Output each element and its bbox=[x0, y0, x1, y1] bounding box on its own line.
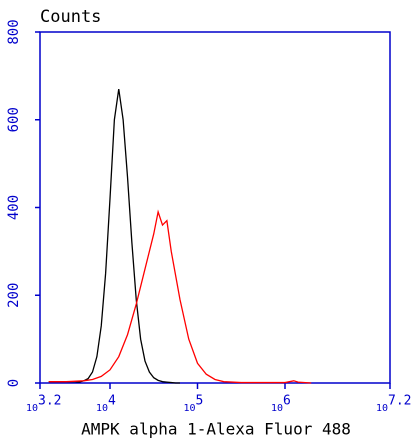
x-tick-label: 10 bbox=[271, 403, 283, 414]
x-tick-label: 10 bbox=[26, 403, 38, 414]
histogram-line bbox=[48, 209, 312, 384]
x-tick-label: 10 bbox=[376, 403, 388, 414]
y-tick-label: 400 bbox=[6, 195, 22, 220]
histogram-line bbox=[48, 88, 180, 384]
plot-frame bbox=[39, 31, 391, 384]
x-tick-label: 10 bbox=[183, 403, 195, 414]
x-tick-exponent: 3.2 bbox=[38, 394, 61, 409]
x-tick-exponent: 5 bbox=[196, 394, 204, 409]
y-tick-label: 0 bbox=[6, 379, 22, 387]
x-tick-exponent: 4 bbox=[108, 394, 116, 409]
y-tick-label: 600 bbox=[6, 107, 22, 132]
x-axis-label: AMPK alpha 1-Alexa Fluor 488 bbox=[81, 420, 351, 439]
y-tick-label: 800 bbox=[6, 19, 22, 44]
x-tick-exponent: 6 bbox=[283, 394, 291, 409]
x-tick-label: 10 bbox=[96, 403, 108, 414]
y-tick-label: 200 bbox=[6, 283, 22, 308]
chart-title: Counts bbox=[40, 7, 101, 27]
x-tick-exponent: 7.2 bbox=[388, 394, 411, 409]
